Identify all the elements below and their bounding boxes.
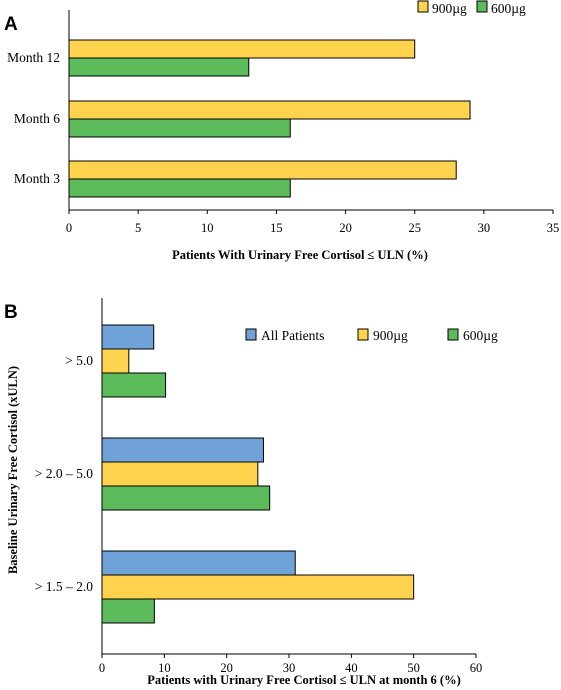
x-tick-label: 10 xyxy=(158,661,171,675)
bar-1-2 xyxy=(101,485,271,511)
bar-2-0 xyxy=(68,160,457,180)
legend-label: All Patients xyxy=(261,328,324,343)
panel-b-legend: All Patients 900µg 600µg xyxy=(245,328,498,343)
panel-b-axes xyxy=(101,298,477,658)
x-tick-label: 40 xyxy=(345,661,358,675)
legend-label: 600µg xyxy=(491,1,526,16)
x-tick-label: 20 xyxy=(339,221,352,235)
x-tick-label: 35 xyxy=(547,221,560,235)
legend-swatch xyxy=(417,0,429,13)
legend-label: 600µg xyxy=(463,328,498,343)
panel-a-letter: A xyxy=(4,14,18,35)
bar-0-1 xyxy=(101,348,130,374)
bar-0-0 xyxy=(68,39,416,59)
bar-1-1 xyxy=(68,118,291,138)
bar-1-0 xyxy=(68,100,471,120)
bar-2-2 xyxy=(101,598,155,624)
bar-0-1 xyxy=(68,57,250,77)
panel-b-tick-labels: 0 10 20 30 40 50 60 xyxy=(99,661,482,675)
x-tick-label: 10 xyxy=(201,221,214,235)
category-label: Month 12 xyxy=(7,50,60,65)
legend-swatch xyxy=(476,0,488,13)
x-tick-label: 20 xyxy=(220,661,233,675)
x-tick-label: 50 xyxy=(407,661,420,675)
legend-swatch xyxy=(357,328,369,341)
x-tick-label: 30 xyxy=(478,221,491,235)
category-label: > 2.0 – 5.0 xyxy=(35,466,93,481)
panel-a-tick-labels: 0 5 10 15 20 25 30 35 xyxy=(66,221,559,235)
x-tick-label: 5 xyxy=(135,221,141,235)
panel-b-letter: B xyxy=(4,302,18,323)
panel-a-category-labels: Month 12 Month 6 Month 3 xyxy=(7,50,60,186)
x-tick-label: 15 xyxy=(270,221,283,235)
panel-b-bars xyxy=(101,324,415,624)
legend-swatch xyxy=(447,328,459,341)
panel-a-axes xyxy=(68,10,554,214)
legend-label: 900µg xyxy=(432,1,467,16)
x-tick-label: 60 xyxy=(470,661,483,675)
panel-a-x-axis-title: Patients With Urinary Free Cortisol ≤ UL… xyxy=(172,248,428,262)
panel-b-y-axis-title: Baseline Urinary Free Cortisol (xULN) xyxy=(6,366,20,574)
category-label: > 1.5 – 2.0 xyxy=(35,579,93,594)
bar-1-1 xyxy=(101,461,259,487)
legend-swatch xyxy=(245,328,257,341)
panel-a-bars xyxy=(68,39,471,198)
bar-1-0 xyxy=(101,437,264,463)
category-label: Month 6 xyxy=(14,111,60,126)
x-tick-label: 0 xyxy=(66,221,72,235)
panel-b-chart: B All Patients 900µg 600µg 0 10 20 30 40 50 60 >… xyxy=(4,298,498,687)
category-label: Month 3 xyxy=(14,171,60,186)
bar-0-0 xyxy=(101,324,155,350)
x-tick-label: 25 xyxy=(408,221,421,235)
x-tick-label: 0 xyxy=(99,661,105,675)
category-label: > 5.0 xyxy=(65,353,93,368)
bar-2-1 xyxy=(101,574,415,600)
panel-a-chart: A 900µg 600µg 0 5 10 15 20 25 30 35 Month 12Mont… xyxy=(4,0,559,262)
panel-b-x-axis-title: Patients with Urinary Free Cortisol ≤ UL… xyxy=(147,673,461,687)
bar-2-1 xyxy=(68,178,291,198)
x-tick-label: 30 xyxy=(283,661,296,675)
bar-2-0 xyxy=(101,550,296,576)
panel-b-category-labels: > 5.0 > 2.0 – 5.0 > 1.5 – 2.0 xyxy=(35,353,93,594)
bar-0-2 xyxy=(101,372,167,398)
legend-label: 900µg xyxy=(373,328,408,343)
panel-a-legend: 900µg 600µg xyxy=(417,0,526,16)
